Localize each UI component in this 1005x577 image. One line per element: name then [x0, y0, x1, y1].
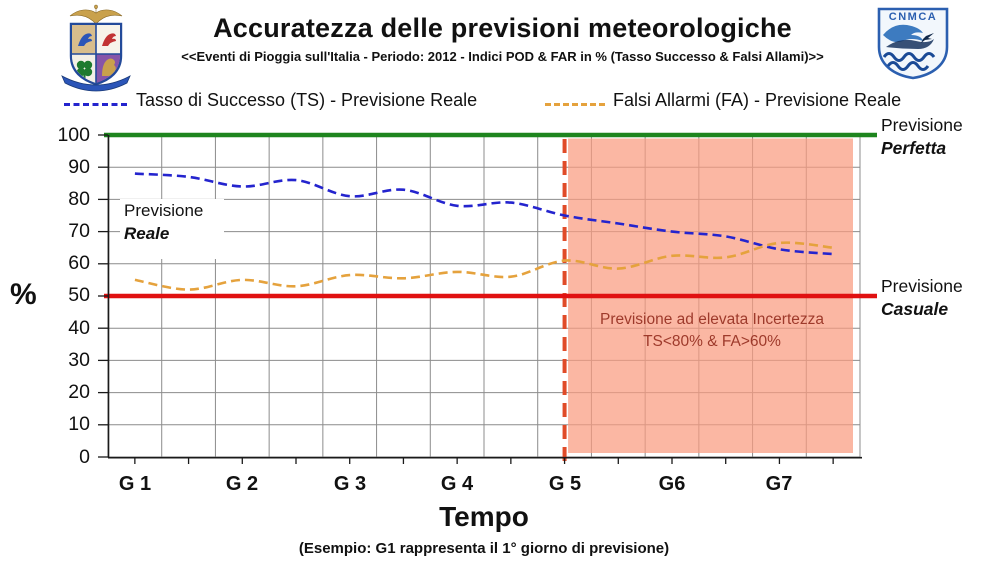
previsione-reale-label: Previsione Reale — [120, 199, 224, 259]
y-tick-label: 50 — [68, 284, 90, 306]
previsione-reale-line1: Previsione — [124, 201, 204, 220]
y-tick-label: 100 — [57, 124, 90, 146]
y-tick-label: 40 — [68, 317, 90, 339]
x-tick-label: G 1 — [118, 473, 152, 495]
legend-fa-swatch — [545, 103, 605, 106]
x-tick-label: G 2 — [225, 473, 259, 495]
previsione-perfetta-line1: Previsione — [881, 115, 963, 135]
clover-icon — [76, 60, 93, 80]
previsione-casuale-line2: Casuale — [881, 299, 949, 319]
y-tick-label: 30 — [68, 349, 90, 371]
previsione-casuale-label: Previsione Casuale — [881, 276, 1001, 320]
y-tick-label: 10 — [68, 413, 90, 435]
y-tick-label: 0 — [79, 446, 90, 468]
chart-title: Accuratezza delle previsioni meteorologi… — [213, 13, 792, 43]
lion-icon — [102, 58, 116, 76]
chart-subtitle: <<Eventi di Pioggia sull'Italia - Period… — [181, 49, 824, 64]
y-tick-label: 70 — [68, 220, 90, 242]
x-axis-title: Tempo — [439, 501, 529, 532]
uncertainty-annotation: Previsione ad elevata Incertezza TS<80% … — [573, 311, 851, 351]
uncertainty-line1: Previsione ad elevata Incertezza — [599, 311, 825, 328]
cnmca-canvas: CNMCA — [877, 7, 949, 80]
y-tick-label: 60 — [68, 252, 90, 274]
y-tick-label: 20 — [68, 381, 90, 403]
x-tick-label: G 3 — [333, 473, 367, 495]
x-tick-label: G 5 — [548, 473, 582, 495]
y-axis-title: % — [10, 278, 37, 311]
griffin-blue-icon — [78, 33, 92, 46]
cloud-waves-icon — [883, 24, 934, 49]
previsione-perfetta-line2: Perfetta — [881, 138, 947, 158]
fa-series-line — [134, 241, 834, 291]
data-series-lines — [134, 172, 834, 291]
previsione-casuale-line1: Previsione — [881, 276, 963, 296]
air-force-crest-logo — [55, 2, 137, 94]
crest-canvas — [61, 4, 131, 92]
griffin-red-icon — [102, 33, 116, 46]
y-tick-label: 80 — [68, 188, 90, 210]
cnmca-text: CNMCA — [889, 11, 937, 23]
motto-ribbon — [61, 75, 131, 92]
reference-lines — [104, 132, 877, 299]
x-tick-label: G 4 — [440, 473, 474, 495]
previsione-reale-line2: Reale — [124, 224, 170, 243]
shield-divider — [72, 25, 120, 83]
legend-ts-label: Tasso di Successo (TS) - Previsione Real… — [136, 90, 478, 110]
airplane-icon — [921, 33, 934, 43]
uncertainty-line2: TS<80% & FA>60% — [643, 333, 781, 350]
y-tick-label: 90 — [68, 156, 90, 178]
x-tick-label: G6 — [658, 473, 686, 495]
ts-series-line — [134, 172, 834, 256]
legend-fa-label: Falsi Allarmi (FA) - Previsione Reale — [613, 90, 902, 110]
x-tick-label: G7 — [765, 473, 793, 495]
sea-waves-icon — [882, 52, 936, 71]
cnmca-logo: CNMCA — [874, 5, 952, 81]
x-axis-note: (Esempio: G1 rappresenta il 1° giorno di… — [298, 540, 670, 557]
legend-ts-swatch — [64, 103, 127, 106]
axes-spines-and-ticks — [98, 134, 862, 464]
previsione-perfetta-label: Previsione Perfetta — [881, 115, 1001, 159]
